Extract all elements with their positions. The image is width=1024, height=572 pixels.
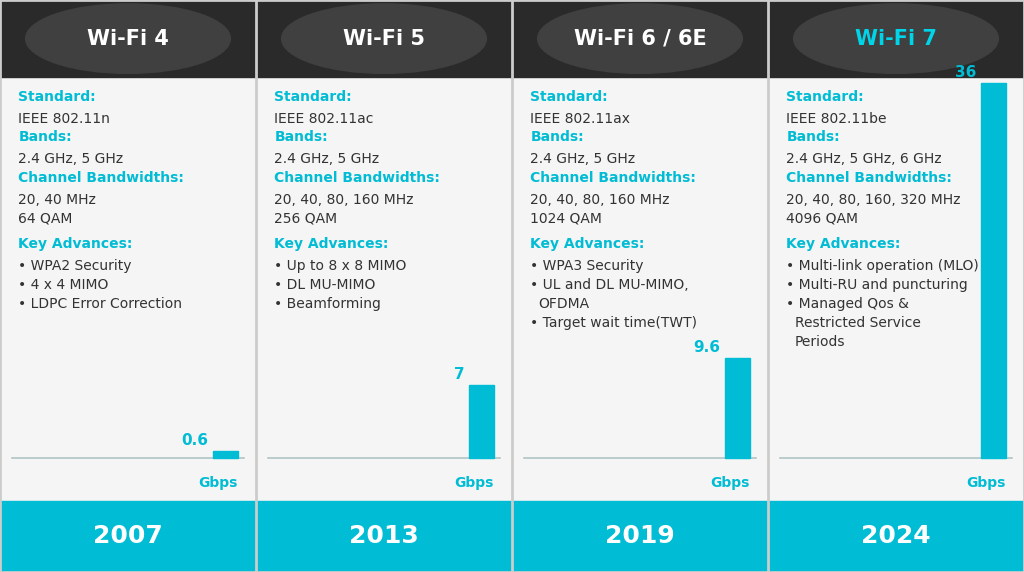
Text: Gbps: Gbps — [967, 476, 1006, 490]
Bar — [725, 358, 750, 458]
Ellipse shape — [538, 4, 742, 73]
Text: IEEE 802.11ax: IEEE 802.11ax — [530, 112, 631, 125]
Text: 7: 7 — [454, 367, 464, 382]
Text: • 4 x 4 MIMO: • 4 x 4 MIMO — [18, 278, 109, 292]
Bar — [768, 77, 1024, 500]
Text: Bands:: Bands: — [786, 130, 840, 144]
Text: • Multi-link operation (MLO): • Multi-link operation (MLO) — [786, 259, 979, 273]
Text: Key Advances:: Key Advances: — [18, 237, 133, 251]
Bar — [0, 0, 256, 77]
Text: • Target wait time(TWT): • Target wait time(TWT) — [530, 316, 697, 329]
Text: Gbps: Gbps — [199, 476, 238, 490]
Text: 2007: 2007 — [93, 525, 163, 548]
Text: Wi-Fi 6 / 6E: Wi-Fi 6 / 6E — [573, 29, 707, 49]
Text: • Managed Qos &: • Managed Qos & — [786, 297, 909, 311]
Text: Channel Bandwidths:: Channel Bandwidths: — [786, 171, 952, 185]
Text: Channel Bandwidths:: Channel Bandwidths: — [274, 171, 440, 185]
Text: 20, 40 MHz: 20, 40 MHz — [18, 193, 96, 206]
Text: • Beamforming: • Beamforming — [274, 297, 381, 311]
Text: • WPA2 Security: • WPA2 Security — [18, 259, 132, 273]
Text: 9.6: 9.6 — [693, 340, 720, 355]
Text: 36: 36 — [954, 65, 976, 80]
Text: Bands:: Bands: — [18, 130, 72, 144]
Text: 2.4 GHz, 5 GHz: 2.4 GHz, 5 GHz — [18, 152, 124, 166]
Text: Key Advances:: Key Advances: — [274, 237, 389, 251]
Text: 2024: 2024 — [861, 525, 931, 548]
Bar — [768, 500, 1024, 572]
Ellipse shape — [794, 4, 998, 73]
Text: IEEE 802.11n: IEEE 802.11n — [18, 112, 111, 125]
Text: Key Advances:: Key Advances: — [530, 237, 645, 251]
Bar — [0, 500, 256, 572]
Text: 0.6: 0.6 — [181, 434, 208, 448]
Text: 256 QAM: 256 QAM — [274, 212, 338, 225]
Text: Periods: Periods — [795, 335, 845, 348]
Ellipse shape — [26, 4, 230, 73]
Bar — [768, 0, 1024, 77]
Text: • Multi-RU and puncturing: • Multi-RU and puncturing — [786, 278, 968, 292]
Text: 2.4 GHz, 5 GHz: 2.4 GHz, 5 GHz — [274, 152, 380, 166]
Text: • WPA3 Security: • WPA3 Security — [530, 259, 644, 273]
Text: Standard:: Standard: — [274, 90, 352, 104]
Text: 2019: 2019 — [605, 525, 675, 548]
Text: OFDMA: OFDMA — [539, 297, 590, 311]
Bar — [512, 77, 768, 500]
Text: 2.4 GHz, 5 GHz: 2.4 GHz, 5 GHz — [530, 152, 636, 166]
Text: Wi-Fi 4: Wi-Fi 4 — [87, 29, 169, 49]
Bar — [512, 500, 768, 572]
Text: Gbps: Gbps — [711, 476, 750, 490]
Text: 64 QAM: 64 QAM — [18, 212, 73, 225]
Text: • DL MU-MIMO: • DL MU-MIMO — [274, 278, 376, 292]
Text: • LDPC Error Correction: • LDPC Error Correction — [18, 297, 182, 311]
Bar — [512, 0, 768, 77]
Bar — [213, 451, 238, 458]
Text: Wi-Fi 5: Wi-Fi 5 — [343, 29, 425, 49]
Text: Standard:: Standard: — [786, 90, 864, 104]
Bar — [0, 77, 256, 500]
Bar — [256, 0, 512, 77]
Text: Restricted Service: Restricted Service — [795, 316, 921, 329]
Text: Key Advances:: Key Advances: — [786, 237, 901, 251]
Bar — [256, 77, 512, 500]
Text: Standard:: Standard: — [18, 90, 96, 104]
Text: 4096 QAM: 4096 QAM — [786, 212, 858, 225]
Text: 20, 40, 80, 160 MHz: 20, 40, 80, 160 MHz — [274, 193, 414, 206]
Text: Bands:: Bands: — [274, 130, 328, 144]
Text: Wi-Fi 7: Wi-Fi 7 — [855, 29, 937, 49]
Text: 2.4 GHz, 5 GHz, 6 GHz: 2.4 GHz, 5 GHz, 6 GHz — [786, 152, 942, 166]
Text: Channel Bandwidths:: Channel Bandwidths: — [530, 171, 696, 185]
Bar — [981, 83, 1006, 458]
Text: • Up to 8 x 8 MIMO: • Up to 8 x 8 MIMO — [274, 259, 407, 273]
Text: 2013: 2013 — [349, 525, 419, 548]
Text: Gbps: Gbps — [455, 476, 494, 490]
Ellipse shape — [282, 4, 486, 73]
Text: Bands:: Bands: — [530, 130, 584, 144]
Text: 1024 QAM: 1024 QAM — [530, 212, 602, 225]
Text: IEEE 802.11be: IEEE 802.11be — [786, 112, 887, 125]
Text: Standard:: Standard: — [530, 90, 608, 104]
Text: 20, 40, 80, 160, 320 MHz: 20, 40, 80, 160, 320 MHz — [786, 193, 961, 206]
Text: Channel Bandwidths:: Channel Bandwidths: — [18, 171, 184, 185]
Bar — [469, 385, 494, 458]
Text: IEEE 802.11ac: IEEE 802.11ac — [274, 112, 374, 125]
Bar — [256, 500, 512, 572]
Text: • UL and DL MU-MIMO,: • UL and DL MU-MIMO, — [530, 278, 689, 292]
Text: 20, 40, 80, 160 MHz: 20, 40, 80, 160 MHz — [530, 193, 670, 206]
